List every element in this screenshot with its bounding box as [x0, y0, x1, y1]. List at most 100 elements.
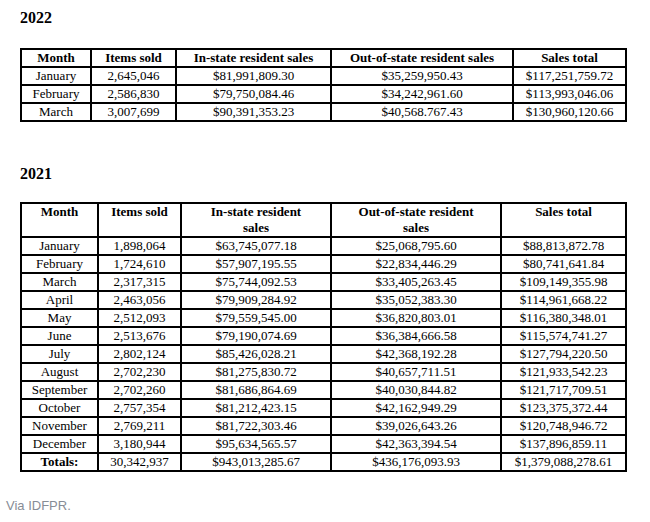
table-row: January2,645,046$81,991,809.30$35,259,95…	[21, 67, 626, 85]
totals-row: Totals:30,342,937$943,013,285.67$436,176…	[21, 453, 626, 471]
table-cell: May	[21, 309, 98, 327]
table-cell: $81,991,809.30	[176, 67, 331, 85]
table-body-2021: January1,898,064$63,745,077.18$25,068,79…	[21, 237, 626, 471]
table-cell: $79,190,074.69	[181, 327, 331, 345]
table-cell: July	[21, 345, 98, 363]
table-cell: $39,026,643.26	[331, 417, 501, 435]
table-row: September2,702,260$81,686,864.69$40,030,…	[21, 381, 626, 399]
table-cell: June	[21, 327, 98, 345]
table-cell: $109,149,355.98	[501, 273, 626, 291]
table-cell: $113,993,046.06	[513, 85, 626, 103]
column-header: Items sold	[91, 49, 176, 67]
table-body-2022: January2,645,046$81,991,809.30$35,259,95…	[21, 67, 626, 121]
column-header: Out-of-state resident sales	[331, 203, 501, 237]
table-cell: $123,375,372.44	[501, 399, 626, 417]
table-cell: $33,405,263.45	[331, 273, 501, 291]
table-cell: $35,259,950.43	[331, 67, 513, 85]
table-cell: $57,907,195.55	[181, 255, 331, 273]
table-cell: $42,363,394.54	[331, 435, 501, 453]
table-row: December3,180,944$95,634,565.57$42,363,3…	[21, 435, 626, 453]
header-row: MonthItems soldIn-state resident salesOu…	[21, 49, 626, 67]
table-cell: $81,686,864.69	[181, 381, 331, 399]
table-cell: February	[21, 255, 98, 273]
table-cell: $42,162,949.29	[331, 399, 501, 417]
table-cell: October	[21, 399, 98, 417]
table-cell: 1,724,610	[98, 255, 181, 273]
table-cell: $81,275,830.72	[181, 363, 331, 381]
table-cell: March	[21, 103, 91, 121]
table-cell: 3,007,699	[91, 103, 176, 121]
table-row: February1,724,610$57,907,195.55$22,834,4…	[21, 255, 626, 273]
table-cell: 2,645,046	[91, 67, 176, 85]
column-header: Sales total	[513, 49, 626, 67]
table-cell: $40,568.767.43	[331, 103, 513, 121]
table-cell: $127,794,220.50	[501, 345, 626, 363]
table-cell: 2,702,260	[98, 381, 181, 399]
table-cell: November	[21, 417, 98, 435]
table-cell: $120,748,946.72	[501, 417, 626, 435]
column-header: Items sold	[98, 203, 181, 237]
table-cell: $36,384,666.58	[331, 327, 501, 345]
table-cell: 3,180,944	[98, 435, 181, 453]
table-cell: $81,722,303.46	[181, 417, 331, 435]
table-cell: 2,513,676	[98, 327, 181, 345]
table-cell: $36,820,803.01	[331, 309, 501, 327]
table-cell: $80,741,641.84	[501, 255, 626, 273]
table-cell: April	[21, 291, 98, 309]
table-cell: $42,368,192.28	[331, 345, 501, 363]
table-cell: $79,559,545.00	[181, 309, 331, 327]
article-body: 2022 MonthItems soldIn-state resident sa…	[0, 8, 650, 513]
table-cell: $121,717,709.51	[501, 381, 626, 399]
table-cell: $22,834,446.29	[331, 255, 501, 273]
header-row: MonthItems soldIn-state resident salesOu…	[21, 203, 626, 237]
column-header: In-state resident sales	[176, 49, 331, 67]
table-cell: 1,898,064	[98, 237, 181, 255]
sales-table-2021: MonthItems soldIn-state resident salesOu…	[20, 202, 627, 472]
table-cell: $79,909,284.92	[181, 291, 331, 309]
table-cell: $943,013,285.67	[181, 453, 331, 471]
table-row: March3,007,699$90,391,353.23$40,568.767.…	[21, 103, 626, 121]
year-heading-2022: 2022	[20, 8, 650, 27]
table-row: April2,463,056$79,909,284.92$35,052,383.…	[21, 291, 626, 309]
table-cell: 2,757,354	[98, 399, 181, 417]
table-cell: $130,960,120.66	[513, 103, 626, 121]
table-cell: $81,212,423.15	[181, 399, 331, 417]
table-cell: January	[21, 237, 98, 255]
table-cell: 2,512,093	[98, 309, 181, 327]
table-cell: August	[21, 363, 98, 381]
table-cell: March	[21, 273, 98, 291]
column-header: Month	[21, 203, 98, 237]
table-cell: $115,574,741.27	[501, 327, 626, 345]
table-cell: $34,242,961.60	[331, 85, 513, 103]
table-row: August2,702,230$81,275,830.72$40,657,711…	[21, 363, 626, 381]
column-header: In-state resident sales	[181, 203, 331, 237]
table-cell: 2,317,315	[98, 273, 181, 291]
column-header: Sales total	[501, 203, 626, 237]
table-cell: February	[21, 85, 91, 103]
table-cell: 30,342,937	[98, 453, 181, 471]
table-cell: $40,030,844.82	[331, 381, 501, 399]
table-cell: $137,896,859.11	[501, 435, 626, 453]
table-cell: $1,379,088,278.61	[501, 453, 626, 471]
column-header: Out-of-state resident sales	[331, 49, 513, 67]
table-cell: $40,657,711.51	[331, 363, 501, 381]
table-row: May2,512,093$79,559,545.00$36,820,803.01…	[21, 309, 626, 327]
table-cell: December	[21, 435, 98, 453]
table-cell: $35,052,383.30	[331, 291, 501, 309]
table-cell: $79,750,084.46	[176, 85, 331, 103]
table-cell: 2,769,211	[98, 417, 181, 435]
table-cell: $114,961,668.22	[501, 291, 626, 309]
table-cell: 2,463,056	[98, 291, 181, 309]
table-cell: 2,702,230	[98, 363, 181, 381]
table-cell: $75,744,092.53	[181, 273, 331, 291]
table-row: March2,317,315$75,744,092.53$33,405,263.…	[21, 273, 626, 291]
table-row: January1,898,064$63,745,077.18$25,068,79…	[21, 237, 626, 255]
table-cell: $95,634,565.57	[181, 435, 331, 453]
table-cell: $88,813,872.78	[501, 237, 626, 255]
table-row: October2,757,354$81,212,423.15$42,162,94…	[21, 399, 626, 417]
sales-table-2022: MonthItems soldIn-state resident salesOu…	[20, 48, 627, 122]
table-cell: $63,745,077.18	[181, 237, 331, 255]
year-heading-2021: 2021	[20, 164, 650, 183]
table-cell: 2,586,830	[91, 85, 176, 103]
table-cell: $85,426,028.21	[181, 345, 331, 363]
